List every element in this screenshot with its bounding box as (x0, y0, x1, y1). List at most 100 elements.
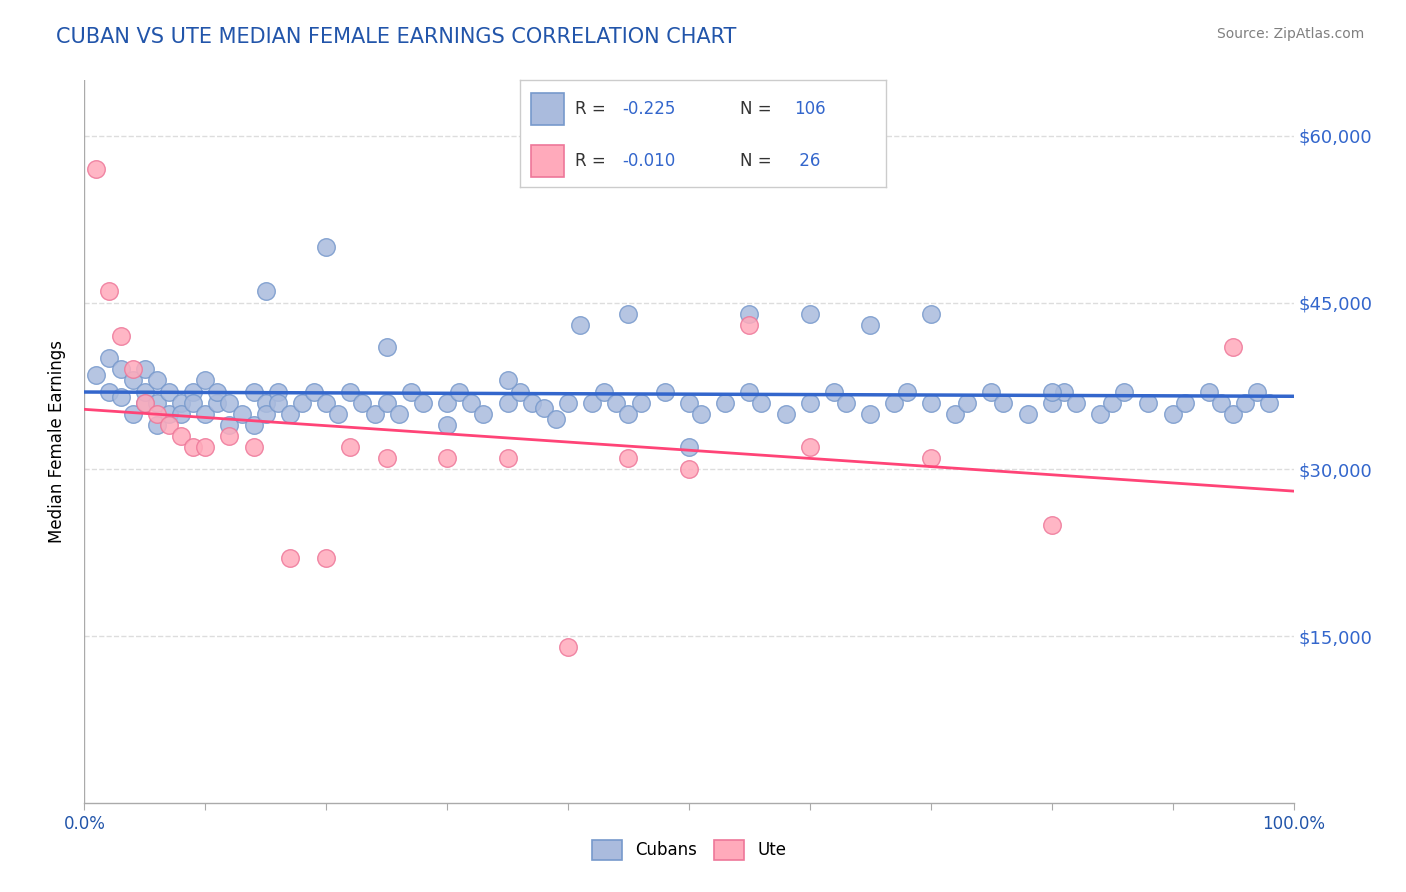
Point (690, 407, 713, 421)
Point (86, 162, 108, 177)
Point (956, 395, 979, 409)
Point (267, 384, 290, 399)
Text: Source: ZipAtlas.com: Source: ZipAtlas.com (1216, 27, 1364, 41)
Y-axis label: Median Female Earnings: Median Female Earnings (48, 340, 66, 543)
Point (1114, 384, 1136, 399)
Point (569, 318, 592, 332)
Point (339, 440, 361, 454)
Point (278, 551, 301, 566)
Point (375, 451, 398, 466)
Point (363, 407, 385, 421)
Point (533, 401, 555, 416)
Text: N =: N = (740, 152, 776, 169)
Legend: Cubans, Ute: Cubans, Ute (585, 833, 793, 867)
Point (181, 395, 204, 409)
Point (617, 307, 640, 321)
Point (630, 395, 652, 409)
Point (86, 368, 108, 382)
Point (617, 451, 640, 466)
Point (738, 307, 761, 321)
Point (1209, 395, 1232, 409)
Point (121, 362, 143, 376)
FancyBboxPatch shape (531, 93, 564, 125)
Point (581, 395, 603, 409)
Point (1040, 384, 1063, 399)
Point (218, 429, 240, 443)
Point (134, 395, 156, 409)
Point (254, 395, 277, 409)
Point (557, 640, 579, 655)
Text: -0.225: -0.225 (623, 100, 676, 118)
Point (1222, 407, 1244, 421)
Point (920, 395, 942, 409)
Point (1053, 384, 1076, 399)
Point (775, 407, 797, 421)
Point (714, 395, 737, 409)
Point (157, 384, 180, 399)
Point (544, 412, 567, 426)
Text: R =: R = (575, 152, 612, 169)
Point (835, 395, 858, 409)
Point (436, 451, 458, 466)
Text: R =: R = (575, 100, 612, 118)
Point (181, 384, 204, 399)
Point (375, 340, 398, 354)
Point (799, 307, 821, 321)
Point (157, 407, 180, 421)
Point (617, 407, 640, 421)
Point (496, 451, 519, 466)
Point (1017, 407, 1039, 421)
Point (315, 551, 337, 566)
Text: -0.010: -0.010 (623, 152, 676, 169)
Point (231, 407, 253, 421)
Point (146, 407, 169, 421)
Point (993, 395, 1015, 409)
Point (207, 384, 229, 399)
Point (799, 440, 821, 454)
Point (388, 407, 411, 421)
Point (520, 395, 543, 409)
Point (472, 407, 495, 421)
Point (823, 384, 845, 399)
Point (738, 318, 761, 332)
Point (751, 395, 773, 409)
Point (110, 329, 132, 343)
Point (110, 390, 132, 404)
Point (242, 417, 264, 432)
Point (449, 384, 471, 399)
Text: 26: 26 (794, 152, 821, 169)
Point (194, 440, 217, 454)
Point (1174, 395, 1197, 409)
Point (980, 384, 1002, 399)
Point (218, 417, 240, 432)
Point (460, 395, 482, 409)
Point (242, 384, 264, 399)
Point (194, 373, 217, 387)
Point (654, 384, 676, 399)
Point (1246, 384, 1268, 399)
Point (1258, 395, 1281, 409)
Point (1040, 517, 1063, 532)
Point (1040, 395, 1063, 409)
Point (170, 395, 193, 409)
Point (859, 407, 882, 421)
Point (1088, 407, 1111, 421)
Point (110, 362, 132, 376)
Point (1064, 395, 1087, 409)
Point (1222, 340, 1244, 354)
Point (121, 373, 143, 387)
Point (375, 395, 398, 409)
Point (291, 395, 314, 409)
Point (593, 384, 616, 399)
Point (134, 362, 156, 376)
Point (315, 240, 337, 254)
Point (339, 384, 361, 399)
Point (181, 440, 204, 454)
Point (170, 407, 193, 421)
Point (170, 429, 193, 443)
Point (302, 384, 325, 399)
Point (194, 407, 217, 421)
Point (738, 384, 761, 399)
FancyBboxPatch shape (531, 145, 564, 177)
Point (896, 384, 918, 399)
